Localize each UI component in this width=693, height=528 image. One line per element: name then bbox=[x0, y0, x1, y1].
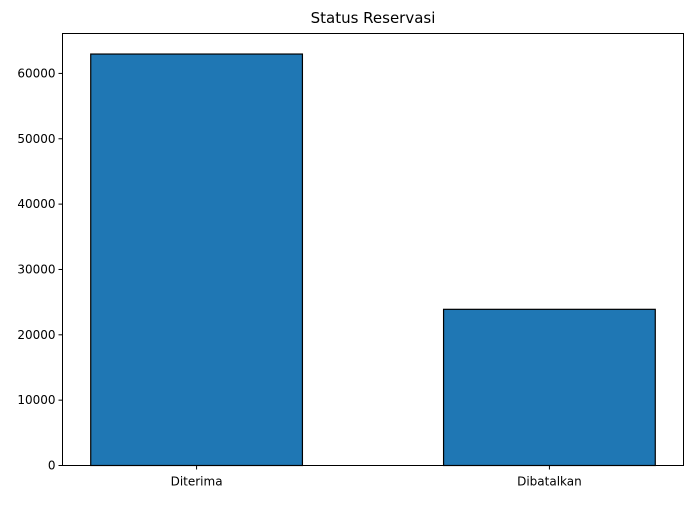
bar-dibatalkan bbox=[442, 308, 656, 467]
y-tick-label: 40000 bbox=[17, 197, 55, 211]
y-tick-label: 30000 bbox=[17, 262, 55, 276]
y-axis: 0 10000 20000 30000 40000 50000 60000 bbox=[17, 66, 63, 473]
bars-layer bbox=[90, 53, 656, 467]
y-tick-label: 50000 bbox=[17, 132, 55, 146]
y-tick-label: 60000 bbox=[17, 66, 55, 80]
x-axis: Diterima Dibatalkan bbox=[171, 465, 582, 489]
y-tick-label: 20000 bbox=[17, 328, 55, 342]
x-tick-label-dibatalkan: Dibatalkan bbox=[517, 475, 582, 489]
x-tick-label-diterima: Diterima bbox=[171, 475, 223, 489]
bar-diterima bbox=[90, 53, 304, 467]
plot-frame bbox=[62, 33, 684, 466]
chart-title: Status Reservasi bbox=[311, 9, 436, 27]
y-tick-label: 10000 bbox=[17, 393, 55, 407]
y-tick-label: 0 bbox=[48, 459, 56, 473]
